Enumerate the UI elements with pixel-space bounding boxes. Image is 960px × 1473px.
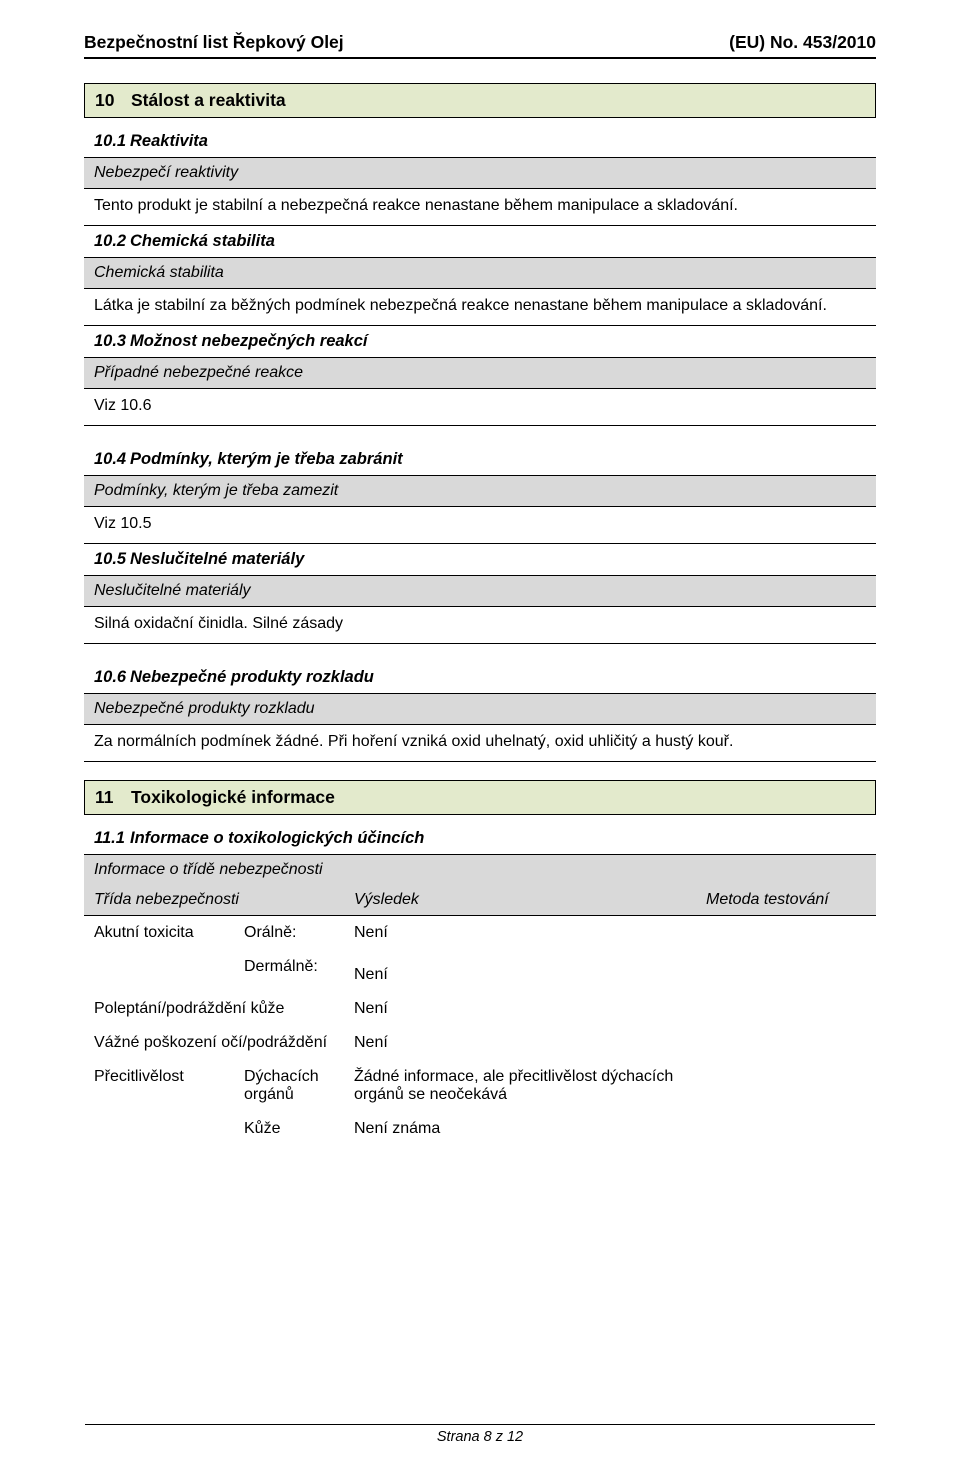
tox-col-class: Třída nebezpečnosti — [84, 885, 344, 915]
tox-r4-method — [696, 1026, 876, 1060]
section-10-text: Stálost a reaktivita — [131, 90, 286, 111]
sub-10-2-num: 10.2 — [94, 232, 130, 251]
tox-col-result: Výsledek — [344, 885, 696, 915]
tox-r2-result: Není — [344, 950, 696, 992]
body-10-6: Za normálních podmínek žádné. Při hoření… — [84, 725, 876, 762]
grey-10-3: Případné nebezpečné reakce — [84, 357, 876, 389]
grey-10-2: Chemická stabilita — [84, 257, 876, 289]
sub-10-6-title: Nebezpečné produkty rozkladu — [130, 668, 374, 687]
body-10-1: Tento produkt je stabilní a nebezpečná r… — [84, 189, 876, 226]
sub-11-1-num: 11.1 — [94, 829, 130, 848]
page: Bezpečnostní list Řepkový Olej (EU) No. … — [0, 0, 960, 1473]
tox-r1-method — [696, 916, 876, 950]
tox-r6-result: Není známa — [344, 1112, 696, 1146]
section-11-num: 11 — [95, 787, 131, 808]
spacer — [84, 426, 876, 444]
tox-r2-class-b: Dermálně: — [244, 950, 344, 992]
sub-10-4-title: Podmínky, kterým je třeba zabránit — [130, 450, 403, 469]
tox-col-method: Metoda testování — [696, 885, 876, 915]
grey-11-info: Informace o třídě nebezpečnosti — [84, 854, 876, 885]
tox-r6-class-b: Kůže — [244, 1112, 344, 1146]
sub-10-5-num: 10.5 — [94, 550, 130, 569]
body-10-2: Látka je stabilní za běžných podmínek ne… — [84, 289, 876, 326]
section-10-num: 10 — [95, 90, 131, 111]
spacer — [84, 644, 876, 662]
tox-r1-result: Není — [344, 916, 696, 950]
page-header: Bezpečnostní list Řepkový Olej (EU) No. … — [84, 32, 876, 59]
tox-r3-result: Není — [344, 992, 696, 1026]
section-10-title: 10 Stálost a reaktivita — [84, 83, 876, 118]
sub-10-3-title: Možnost nebezpečných reakcí — [130, 332, 368, 351]
sub-10-6-num: 10.6 — [94, 668, 130, 687]
sub-10-2-title: Chemická stabilita — [130, 232, 275, 251]
grey-10-5: Neslučitelné materiály — [84, 575, 876, 607]
sub-10-1-title: Reaktivita — [130, 132, 208, 151]
tox-r1-class-a: Akutní toxicita — [84, 916, 244, 950]
body-10-4: Viz 10.5 — [84, 507, 876, 544]
tox-r3-class: Poleptání/podráždění kůže — [84, 992, 344, 1026]
footer-text: Strana 8 z 12 — [437, 1429, 523, 1445]
subsection-10-4: 10.4 Podmínky, kterým je třeba zabránit — [84, 444, 876, 475]
subsection-10-2: 10.2 Chemická stabilita — [84, 226, 876, 257]
page-footer: Strana 8 z 12 — [0, 1424, 960, 1445]
header-right: (EU) No. 453/2010 — [729, 32, 876, 53]
tox-r6-class-a — [84, 1112, 244, 1146]
header-left: Bezpečnostní list Řepkový Olej — [84, 32, 344, 53]
subsection-10-1: 10.1 Reaktivita — [84, 126, 876, 157]
grey-10-4: Podmínky, kterým je třeba zamezit — [84, 475, 876, 507]
tox-r3-method — [696, 992, 876, 1026]
sub-10-4-num: 10.4 — [94, 450, 130, 469]
sub-10-1-num: 10.1 — [94, 132, 130, 151]
subsection-10-3: 10.3 Možnost nebezpečných reakcí — [84, 326, 876, 357]
subsection-11-1: 11.1 Informace o toxikologických účincíc… — [84, 823, 876, 854]
tox-row-2: Dermálně: Není — [84, 950, 876, 992]
tox-r6-method — [696, 1112, 876, 1146]
tox-r2-method — [696, 950, 876, 992]
tox-row-6: Kůže Není známa — [84, 1112, 876, 1146]
section-11-title: 11 Toxikologické informace — [84, 780, 876, 815]
body-10-3: Viz 10.6 — [84, 389, 876, 426]
section-11-text: Toxikologické informace — [131, 787, 335, 808]
subsection-10-5: 10.5 Neslučitelné materiály — [84, 544, 876, 575]
tox-r2-class-a — [84, 950, 244, 992]
footer-line — [85, 1424, 875, 1425]
tox-row-5: Přecitlivělost Dýchacích orgánů Žádné in… — [84, 1060, 876, 1112]
tox-row-1: Akutní toxicita Orálně: Není — [84, 916, 876, 950]
tox-header-row: Třída nebezpečnosti Výsledek Metoda test… — [84, 885, 876, 916]
tox-r5-method — [696, 1060, 876, 1112]
sub-10-5-title: Neslučitelné materiály — [130, 550, 304, 569]
tox-r5-class-a: Přecitlivělost — [84, 1060, 244, 1112]
tox-r4-class: Vážné poškození očí/podráždění — [84, 1026, 344, 1060]
tox-row-3: Poleptání/podráždění kůže Není — [84, 992, 876, 1026]
tox-r4-result: Není — [344, 1026, 696, 1060]
grey-10-6: Nebezpečné produkty rozkladu — [84, 693, 876, 725]
body-10-5: Silná oxidační činidla. Silné zásady — [84, 607, 876, 644]
sub-11-1-title: Informace o toxikologických účincích — [130, 829, 424, 848]
tox-r5-class-b: Dýchacích orgánů — [244, 1060, 344, 1112]
subsection-10-6: 10.6 Nebezpečné produkty rozkladu — [84, 662, 876, 693]
tox-r1-class-b: Orálně: — [244, 916, 344, 950]
grey-10-1: Nebezpečí reaktivity — [84, 157, 876, 189]
sub-10-3-num: 10.3 — [94, 332, 130, 351]
tox-r5-result: Žádné informace, ale přecitlivělost dých… — [344, 1060, 696, 1112]
spacer — [84, 762, 876, 780]
tox-row-4: Vážné poškození očí/podráždění Není — [84, 1026, 876, 1060]
